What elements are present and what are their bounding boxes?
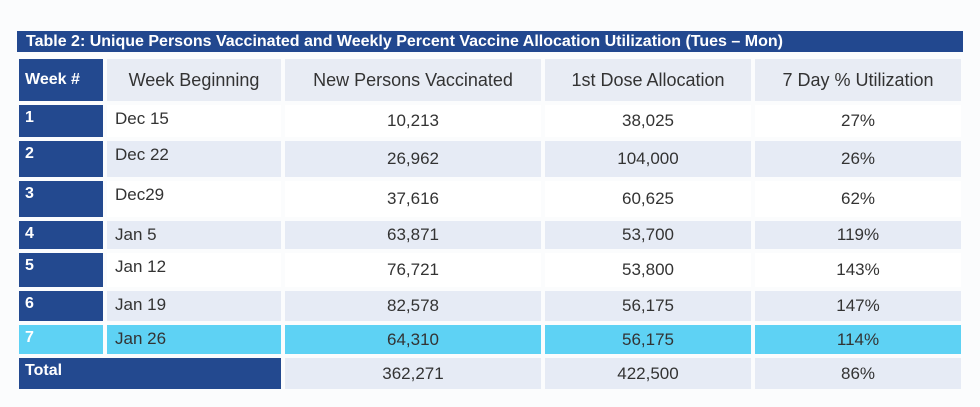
utilization-cell: 27% (753, 103, 963, 139)
week-number-cell: 1 (17, 103, 105, 139)
vaccination-table: Week # Week Beginning New Persons Vaccin… (17, 57, 963, 391)
week-number-cell: 6 (17, 289, 105, 323)
utilization-cell: 147% (753, 289, 963, 323)
header-first-dose-allocation: 1st Dose Allocation (543, 57, 753, 103)
week-number-cell: 2 (17, 139, 105, 179)
utilization-cell: 62% (753, 179, 963, 219)
header-week-beginning: Week Beginning (105, 57, 283, 103)
utilization-cell: 26% (753, 139, 963, 179)
table-title: Table 2: Unique Persons Vaccinated and W… (17, 31, 963, 52)
first-dose-allocation-cell: 53,700 (543, 219, 753, 251)
first-dose-allocation-cell: 53,800 (543, 251, 753, 289)
utilization-cell: 119% (753, 219, 963, 251)
week-number-cell: 7 (17, 323, 105, 356)
week-beginning-cell: Dec29 (105, 179, 283, 219)
week-beginning-cell: Dec 22 (105, 139, 283, 179)
total-vaccinated-cell: 362,271 (283, 356, 543, 391)
utilization-cell: 143% (753, 251, 963, 289)
header-utilization: 7 Day % Utilization (753, 57, 963, 103)
new-persons-vaccinated-cell: 64,310 (283, 323, 543, 356)
header-week: Week # (17, 57, 105, 103)
header-new-persons-vaccinated: New Persons Vaccinated (283, 57, 543, 103)
new-persons-vaccinated-cell: 76,721 (283, 251, 543, 289)
new-persons-vaccinated-cell: 37,616 (283, 179, 543, 219)
total-label-cell: Total (17, 356, 283, 391)
new-persons-vaccinated-cell: 10,213 (283, 103, 543, 139)
week-beginning-cell: Jan 26 (105, 323, 283, 356)
first-dose-allocation-cell: 38,025 (543, 103, 753, 139)
new-persons-vaccinated-cell: 82,578 (283, 289, 543, 323)
week-beginning-cell: Dec 15 (105, 103, 283, 139)
first-dose-allocation-cell: 56,175 (543, 289, 753, 323)
week-beginning-cell: Jan 12 (105, 251, 283, 289)
week-number-cell: 5 (17, 251, 105, 289)
week-beginning-cell: Jan 19 (105, 289, 283, 323)
week-number-cell: 4 (17, 219, 105, 251)
first-dose-allocation-cell: 56,175 (543, 323, 753, 356)
new-persons-vaccinated-cell: 63,871 (283, 219, 543, 251)
first-dose-allocation-cell: 104,000 (543, 139, 753, 179)
total-utilization-cell: 86% (753, 356, 963, 391)
new-persons-vaccinated-cell: 26,962 (283, 139, 543, 179)
utilization-cell: 114% (753, 323, 963, 356)
first-dose-allocation-cell: 60,625 (543, 179, 753, 219)
total-allocation-cell: 422,500 (543, 356, 753, 391)
week-beginning-cell: Jan 5 (105, 219, 283, 251)
week-number-cell: 3 (17, 179, 105, 219)
